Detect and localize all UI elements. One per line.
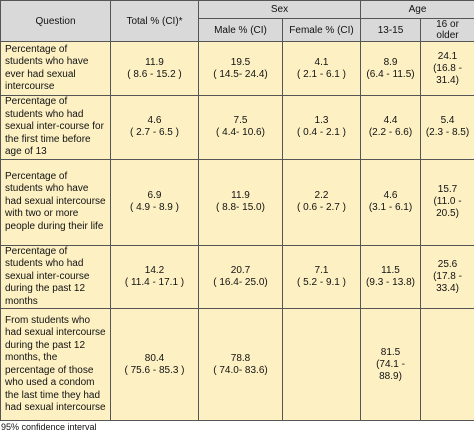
question-cell: Percentage of students who have had sexu…	[1, 159, 111, 245]
table-row: Percentage of students who have had sexu…	[1, 159, 474, 245]
confidence-interval: (6.4 - 11.5)	[364, 69, 417, 81]
value-cell: 4.6( 2.7 - 6.5 )	[111, 96, 199, 160]
confidence-interval: (17.8 - 33.4)	[424, 271, 471, 295]
value-cell: 20.7( 16.4- 25.0)	[199, 245, 283, 309]
confidence-interval: ( 0.4 - 2.1 )	[286, 127, 357, 139]
value-cell: 7.1( 5.2 - 9.1 )	[283, 245, 361, 309]
value-cell: 19.5( 14.5- 24.4)	[199, 42, 283, 96]
header-age-young: 13-15	[361, 19, 421, 42]
value-cell: 1.3( 0.4 - 2.1 )	[283, 96, 361, 160]
confidence-interval: ( 14.5- 24.4)	[202, 69, 279, 81]
table-row: Percentage of students who had sexual in…	[1, 245, 474, 309]
value-cell: 81.5(74.1 - 88.9)	[361, 309, 421, 421]
header-total: Total % (CI)*	[111, 1, 199, 42]
value: 4.6	[114, 115, 195, 127]
confidence-interval: ( 8.8- 15.0)	[202, 202, 279, 214]
confidence-interval: (74.1 - 88.9)	[364, 359, 417, 383]
value: 11.5	[364, 265, 417, 277]
value: 19.5	[202, 57, 279, 69]
header-question: Question	[1, 1, 111, 42]
value: 5.4	[424, 115, 471, 127]
value-cell: 5.4(2.3 - 8.5)	[421, 96, 474, 160]
question-cell: Percentage of students who had sexual in…	[1, 245, 111, 309]
confidence-interval: (3.1 - 6.1)	[364, 202, 417, 214]
value-cell: 25.6(17.8 - 33.4)	[421, 245, 474, 309]
value: 81.5	[364, 347, 417, 359]
header-male: Male % (CI)	[199, 19, 283, 42]
confidence-interval: (2.3 - 8.5)	[424, 127, 471, 139]
value: 11.9	[202, 190, 279, 202]
confidence-interval: ( 0.6 - 2.7 )	[286, 202, 357, 214]
value: 8.9	[364, 57, 417, 69]
value: 6.9	[114, 190, 195, 202]
confidence-interval: (16.8 - 31.4)	[424, 63, 471, 87]
value: 7.1	[286, 265, 357, 277]
confidence-interval: (11.0 - 20.5)	[424, 196, 471, 220]
value: 11.9	[114, 57, 195, 69]
page: Question Total % (CI)* Sex Age Male % (C…	[0, 0, 474, 423]
confidence-interval: ( 16.4- 25.0)	[202, 277, 279, 289]
value-cell: 4.6(3.1 - 6.1)	[361, 159, 421, 245]
value: 24.1	[424, 51, 471, 63]
confidence-interval: ( 4.9 - 8.9 )	[114, 202, 195, 214]
value-cell: 14.2( 11.4 - 17.1 )	[111, 245, 199, 309]
value-cell: 24.1(16.8 - 31.4)	[421, 42, 474, 96]
value: 4.1	[286, 57, 357, 69]
confidence-interval: ( 4.4- 10.6)	[202, 127, 279, 139]
confidence-interval: ( 8.6 - 15.2 )	[114, 69, 195, 81]
question-cell: Percentage of students who have ever had…	[1, 42, 111, 96]
value-cell: 80.4( 75.6 - 85.3 )	[111, 309, 199, 421]
value-cell	[283, 309, 361, 421]
value-cell: 11.5(9.3 - 13.8)	[361, 245, 421, 309]
value: 25.6	[424, 259, 471, 271]
value: 80.4	[114, 353, 195, 365]
question-cell: From students who had sexual intercourse…	[1, 309, 111, 421]
table-row: From students who had sexual intercourse…	[1, 309, 474, 421]
value-cell	[421, 309, 474, 421]
question-cell: Percentage of students who had sexual in…	[1, 96, 111, 160]
table-body: Percentage of students who have ever had…	[1, 42, 474, 421]
confidence-interval: (2.2 - 6.6)	[364, 127, 417, 139]
value-cell: 4.4(2.2 - 6.6)	[361, 96, 421, 160]
value: 4.4	[364, 115, 417, 127]
value-cell: 6.9( 4.9 - 8.9 )	[111, 159, 199, 245]
value-cell: 7.5( 4.4- 10.6)	[199, 96, 283, 160]
results-table: Question Total % (CI)* Sex Age Male % (C…	[0, 0, 474, 421]
value-cell: 4.1( 2.1 - 6.1 )	[283, 42, 361, 96]
value-cell: 11.9( 8.8- 15.0)	[199, 159, 283, 245]
value: 78.8	[202, 353, 279, 365]
value: 2.2	[286, 190, 357, 202]
confidence-interval: ( 74.0- 83.6)	[202, 365, 279, 377]
value: 4.6	[364, 190, 417, 202]
value: 15.7	[424, 184, 471, 196]
confidence-interval: ( 11.4 - 17.1 )	[114, 277, 195, 289]
value-cell: 2.2( 0.6 - 2.7 )	[283, 159, 361, 245]
table-row: Percentage of students who had sexual in…	[1, 96, 474, 160]
value-cell: 8.9(6.4 - 11.5)	[361, 42, 421, 96]
confidence-interval: ( 2.1 - 6.1 )	[286, 69, 357, 81]
value-cell: 15.7(11.0 - 20.5)	[421, 159, 474, 245]
confidence-interval: ( 5.2 - 9.1 )	[286, 277, 357, 289]
value-cell: 11.9( 8.6 - 15.2 )	[111, 42, 199, 96]
value: 7.5	[202, 115, 279, 127]
value-cell: 78.8( 74.0- 83.6)	[199, 309, 283, 421]
value: 14.2	[114, 265, 195, 277]
confidence-interval: (9.3 - 13.8)	[364, 277, 417, 289]
confidence-interval: ( 2.7 - 6.5 )	[114, 127, 195, 139]
table-row: Percentage of students who have ever had…	[1, 42, 474, 96]
value: 1.3	[286, 115, 357, 127]
confidence-interval: ( 75.6 - 85.3 )	[114, 365, 195, 377]
header-sex: Sex	[199, 1, 361, 19]
header-age-old: 16 or older	[421, 19, 474, 42]
header-age: Age	[361, 1, 474, 19]
value: 20.7	[202, 265, 279, 277]
header-female: Female % (CI)	[283, 19, 361, 42]
